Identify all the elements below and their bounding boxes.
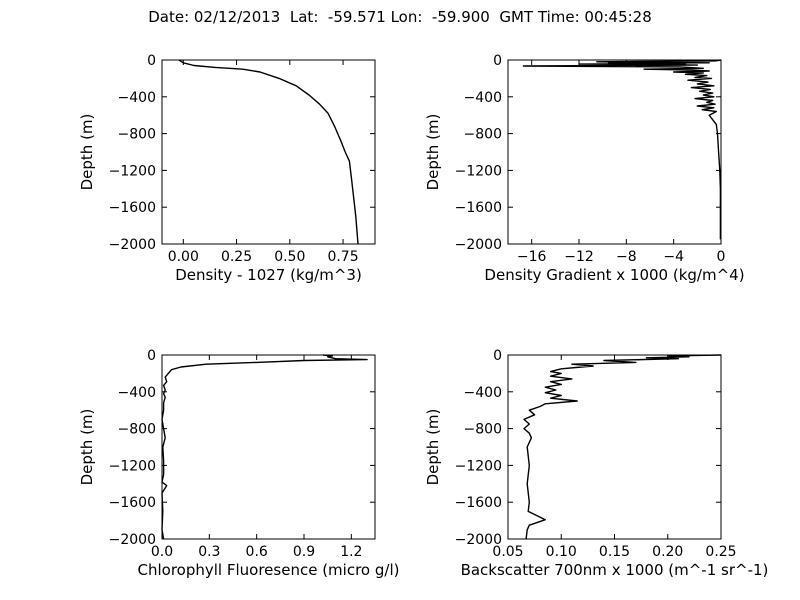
backscatter-ytick-label: −1200 xyxy=(455,458,502,474)
backscatter-xtick-label: 0.15 xyxy=(599,544,630,560)
backscatter-yaxis-label: Depth (m) xyxy=(424,409,442,486)
backscatter-ytick-label: −400 xyxy=(464,385,502,401)
panel-density_gradient: −16 −12 −8 −4 00−400−800−1200−1600−2000Densi… xyxy=(424,53,745,284)
density_gradient-xtick-label: 0 xyxy=(717,249,726,265)
chlorophyll-ytick-label: 0 xyxy=(147,348,156,364)
backscatter-ytick-label: 0 xyxy=(493,348,502,364)
chlorophyll-ytick-label: −800 xyxy=(118,422,156,438)
panel-chlorophyll: 0.0 0.3 0.6 0.9 1.2 0 −400 −800 −1200 −1600 −2000 C… xyxy=(78,348,399,579)
density-yaxis-label: Depth (m) xyxy=(78,114,96,191)
chlorophyll-xtick-label: 1.2 xyxy=(340,544,362,560)
chlorophyll-axes-frame xyxy=(161,354,376,540)
chlorophyll-xtick-label: 0.6 xyxy=(246,544,268,560)
backscatter-series-line xyxy=(523,354,722,540)
chlorophyll-ytick-label: −400 xyxy=(118,385,156,401)
chlorophyll-xtick-label: 0.3 xyxy=(198,544,220,560)
density-xaxis-label: Density - 1027 (kg/m^3) xyxy=(175,266,362,284)
figure-title: Date: 02/12/2013 Lat: -59.571 Lon: -59.9… xyxy=(148,8,652,26)
backscatter-xtick-label: 0.25 xyxy=(705,544,736,560)
density_gradient-xtick-label: −4 xyxy=(663,249,684,265)
density_gradient-xtick-label: −8 xyxy=(616,249,637,265)
density_gradient-axes-frame xyxy=(507,59,722,245)
chlorophyll-series-line xyxy=(161,354,368,540)
density-xtick-label: 0.25 xyxy=(221,249,252,265)
density_gradient-xtick-label: −12 xyxy=(564,249,594,265)
backscatter-xtick-label: 0.10 xyxy=(546,544,577,560)
density_gradient-ytick-label: −400 xyxy=(464,90,502,106)
backscatter-axes-frame xyxy=(507,354,722,540)
chlorophyll-ytick-label: −2000 xyxy=(109,532,156,548)
chlorophyll-xtick-label: 0.9 xyxy=(293,544,315,560)
backscatter-xtick-label: 0.05 xyxy=(492,544,523,560)
density-xtick-label: 0.00 xyxy=(168,249,199,265)
density_gradient-yaxis-label: Depth (m) xyxy=(424,114,442,191)
density_gradient-ytick-label: −1600 xyxy=(455,200,502,216)
backscatter-ytick-label: −800 xyxy=(464,422,502,438)
density-xtick-label: 0.75 xyxy=(327,249,358,265)
density_gradient-series-line xyxy=(522,59,722,240)
backscatter-xaxis-label: Backscatter 700nm x 1000 (m^-1 sr^-1) xyxy=(461,561,769,579)
density_gradient-ytick-label: 0 xyxy=(493,53,502,69)
density-ytick-label: −1600 xyxy=(109,200,156,216)
panel-backscatter: 0.05 0.10 0.15 0.20 0.25 0 −400 −800 −1200 −1600 −… xyxy=(424,348,768,579)
density-series-line xyxy=(178,59,359,245)
panel-density: 0.00 0.25 0.50 0.75 0 −400 −800 −1200 −1600 −2000… xyxy=(78,53,376,284)
backscatter-xtick-label: 0.20 xyxy=(652,544,683,560)
chlorophyll-xtick-label: 0.0 xyxy=(151,544,173,560)
backscatter-ytick-label: −2000 xyxy=(455,532,502,548)
density_gradient-ytick-label: −2000 xyxy=(455,237,502,253)
density-ytick-label: −2000 xyxy=(109,237,156,253)
density-ytick-label: 0 xyxy=(147,53,156,69)
chlorophyll-yaxis-label: Depth (m) xyxy=(78,409,96,486)
density_gradient-ytick-label: −800 xyxy=(464,127,502,143)
density_gradient-xtick-label: −16 xyxy=(517,249,547,265)
chlorophyll-ytick-label: −1200 xyxy=(109,458,156,474)
chlorophyll-xaxis-label: Chlorophyll Fluoresence (micro g/l) xyxy=(138,561,400,579)
density_gradient-xaxis-label: Density Gradient x 1000 (kg/m^4) xyxy=(484,266,744,284)
density-ytick-label: −800 xyxy=(118,127,156,143)
density-ytick-label: −1200 xyxy=(109,163,156,179)
density-ytick-label: −400 xyxy=(118,90,156,106)
chlorophyll-ytick-label: −1600 xyxy=(109,495,156,511)
density-xtick-label: 0.50 xyxy=(274,249,305,265)
backscatter-ytick-label: −1600 xyxy=(455,495,502,511)
density_gradient-ytick-label: −1200 xyxy=(455,163,502,179)
density-axes-frame xyxy=(161,59,376,245)
